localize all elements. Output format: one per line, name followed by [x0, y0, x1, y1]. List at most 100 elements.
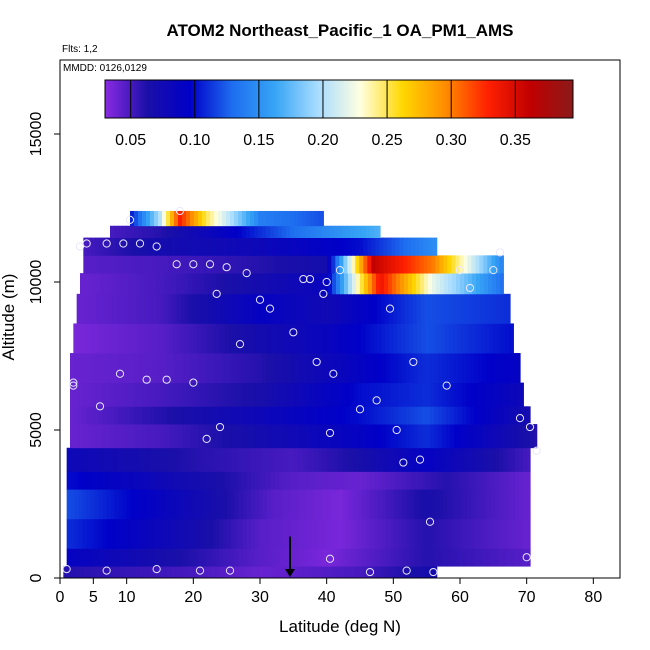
heatmap-cell — [502, 382, 507, 407]
heatmap-cell — [122, 382, 127, 407]
heatmap-cell — [379, 255, 384, 274]
heatmap-cell — [455, 255, 460, 274]
heatmap-cell — [143, 237, 148, 256]
heatmap-cell — [276, 273, 281, 295]
heatmap-cell — [94, 447, 100, 472]
heatmap-cell — [382, 548, 388, 567]
heatmap-cell — [369, 323, 374, 354]
heatmap-cell — [318, 210, 323, 227]
heatmap-cell — [386, 447, 392, 472]
heatmap-cell — [201, 323, 206, 354]
heatmap-cell — [158, 424, 163, 449]
heatmap-cell — [186, 382, 191, 407]
heatmap-cell — [334, 382, 339, 407]
heatmap-cell — [218, 471, 224, 490]
heatmap-cell — [446, 489, 452, 520]
heatmap-cell — [174, 210, 179, 227]
heatmap-cell — [415, 237, 420, 256]
heatmap-cell — [107, 237, 112, 256]
heatmap-cell — [85, 323, 90, 354]
heatmap-cell — [138, 225, 143, 238]
heatmap-cell — [322, 518, 328, 549]
heatmap-cell — [383, 255, 388, 274]
heatmap-cell — [310, 518, 316, 549]
heatmap-cell — [473, 323, 478, 354]
heatmap-cell — [490, 353, 495, 384]
data-point — [365, 567, 375, 577]
heatmap-cell — [98, 548, 104, 567]
heatmap-cell — [164, 273, 169, 295]
colorbar-tick-label: 0.20 — [307, 132, 338, 149]
heatmap-cell — [90, 406, 95, 425]
heatmap-cell — [278, 406, 283, 425]
heatmap-cell — [451, 255, 456, 274]
heatmap-cell — [319, 255, 324, 274]
data-point — [222, 263, 231, 272]
heatmap-cell — [118, 406, 123, 425]
heatmap-cell — [145, 323, 150, 354]
plot-frame — [59, 59, 621, 579]
heatmap-cell — [95, 255, 100, 274]
heatmap-cell — [518, 548, 524, 567]
heatmap-cell — [110, 518, 116, 549]
heatmap-cell — [396, 273, 401, 295]
heatmap-cell — [338, 548, 344, 567]
heatmap-cell — [302, 447, 308, 472]
heatmap-cell — [79, 566, 84, 579]
heatmap-cell — [325, 323, 330, 354]
heatmap-cell — [486, 548, 492, 567]
heatmap-cell — [480, 293, 486, 324]
heatmap-cell — [510, 518, 516, 549]
heatmap-cell — [326, 489, 332, 520]
heatmap-cell — [98, 489, 104, 520]
heatmap-cell — [242, 489, 248, 520]
heatmap-cell — [116, 273, 121, 295]
heatmap-cell — [447, 255, 452, 274]
colorbar-tick-label: 0.15 — [243, 132, 274, 149]
heatmap-cell — [362, 406, 367, 425]
heatmap-cell — [82, 471, 88, 490]
heatmap-cell — [410, 471, 416, 490]
heatmap-cell — [371, 237, 376, 256]
heatmap-cell — [159, 255, 164, 274]
heatmap-cell — [142, 210, 147, 227]
heatmap-cell — [94, 548, 100, 567]
heatmap-cell — [462, 406, 467, 425]
heatmap-cell — [149, 323, 154, 354]
data-point — [465, 283, 475, 293]
marker-arrow-head — [285, 569, 295, 577]
heatmap-cell — [299, 566, 304, 579]
heatmap-cell — [306, 353, 311, 384]
heatmap-cell — [226, 548, 232, 567]
heatmap-cell — [90, 447, 96, 472]
heatmap-cell — [323, 255, 328, 274]
heatmap-cell — [165, 323, 170, 354]
heatmap-cell — [318, 518, 324, 549]
heatmap-cell — [450, 447, 456, 472]
heatmap-cell — [121, 323, 126, 354]
heatmap-cell — [403, 566, 408, 579]
heatmap-cell — [444, 273, 449, 295]
heatmap-cell — [322, 353, 327, 384]
heatmap-cell — [230, 489, 236, 520]
heatmap-cell — [84, 273, 89, 295]
heatmap-cell — [215, 566, 220, 579]
heatmap-cell — [230, 447, 236, 472]
heatmap-cell — [80, 273, 85, 295]
heatmap-cell — [192, 293, 198, 324]
heatmap-cell — [178, 548, 184, 567]
heatmap-cell — [122, 424, 127, 449]
heatmap-cell — [90, 353, 95, 384]
heatmap-cell — [92, 293, 98, 324]
heatmap-cell — [73, 323, 78, 354]
heatmap-cell — [97, 323, 102, 354]
heatmap-cell — [433, 323, 438, 354]
heatmap-cell — [206, 406, 211, 425]
heatmap-cell — [442, 471, 448, 490]
heatmap-cell — [255, 566, 260, 579]
heatmap-cell — [86, 518, 92, 549]
heatmap-cell — [450, 471, 456, 490]
heatmap-cell — [266, 548, 272, 567]
heatmap-cell — [499, 255, 504, 274]
heatmap-cell — [267, 237, 272, 256]
